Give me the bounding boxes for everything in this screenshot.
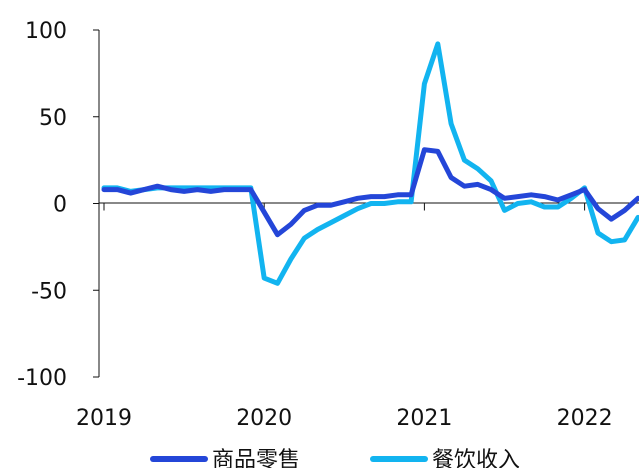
series-line-goods-retail xyxy=(101,147,639,238)
y-ticks: 100 50 0 -50 -100 xyxy=(17,19,99,391)
y-tick-label: -50 xyxy=(31,279,67,304)
x-ticks: 2019 2020 2021 2022 xyxy=(76,203,613,431)
legend-label-catering: 餐饮收入 xyxy=(432,448,520,468)
x-tick-label: 2022 xyxy=(557,406,613,431)
y-tick-label: 50 xyxy=(39,106,67,131)
y-tick-label: 0 xyxy=(53,193,67,218)
x-tick-label: 2021 xyxy=(396,406,452,431)
y-tick-label: -100 xyxy=(17,366,67,391)
y-tick-label: 100 xyxy=(25,19,67,44)
legend-label-goods-retail: 商品零售 xyxy=(212,448,300,468)
series-lines xyxy=(101,41,639,286)
legend: 商品零售 餐饮收入 xyxy=(150,448,520,468)
x-tick-label: 2019 xyxy=(76,406,132,431)
x-tick-label: 2020 xyxy=(236,406,292,431)
series-line-catering xyxy=(101,41,639,286)
